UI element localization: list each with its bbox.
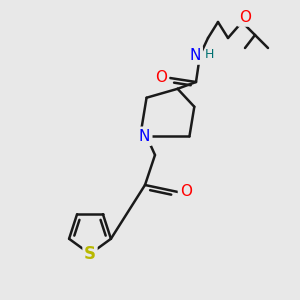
Text: H: H <box>204 49 214 62</box>
Text: S: S <box>84 245 96 263</box>
Text: O: O <box>180 184 192 200</box>
Text: O: O <box>239 10 251 25</box>
Text: N: N <box>189 47 201 62</box>
Text: N: N <box>139 129 150 144</box>
Text: O: O <box>155 70 167 86</box>
